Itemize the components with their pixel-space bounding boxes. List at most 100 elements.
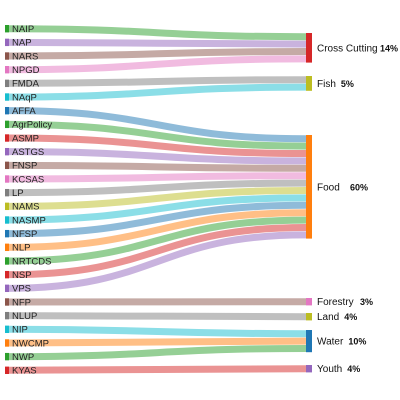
source-node-fnsp (5, 161, 9, 170)
link-fnsp (8, 161, 307, 172)
source-node-nfsp (5, 229, 9, 238)
source-node-astgs (5, 147, 9, 156)
source-label-astgs: ASTGS (12, 147, 44, 158)
source-node-lp (5, 188, 9, 197)
link-asmp (8, 134, 307, 157)
link-lp (8, 179, 307, 197)
source-node-kcsas (5, 175, 9, 183)
source-label-lp: LP (12, 188, 24, 199)
source-label-naqp: NAqP (12, 92, 37, 103)
source-nodes: NAIP NAP NARS NPGD FMDA NAqP AFFA AgrPolicy ASMP… (5, 24, 52, 377)
link-agrpolicy (8, 120, 307, 150)
source-label-npgd: NPGD (12, 65, 40, 76)
link-nap (8, 38, 307, 48)
target-node-cross (306, 33, 312, 63)
link-naqp (8, 83, 307, 101)
link-nwp (8, 345, 307, 361)
source-label-nwp: NWP (12, 352, 34, 363)
target-percent-land: 4% (344, 312, 357, 322)
link-nars (8, 48, 307, 60)
target-node-water (306, 330, 312, 353)
source-label-nams: NAMS (12, 202, 39, 213)
source-label-nlp: NLP (12, 243, 30, 254)
link-nrtcds (8, 216, 307, 265)
link-nams (8, 187, 307, 210)
link-nlp (8, 209, 307, 251)
link-nsp (8, 224, 307, 279)
source-label-nwcmp: NWCMP (12, 338, 49, 349)
source-label-nsp: NSP (12, 270, 32, 281)
source-node-nasmp (5, 216, 9, 224)
target-percent-forestry: 3% (360, 297, 373, 307)
target-label-food: Food (317, 182, 340, 193)
link-nip (8, 325, 307, 338)
source-node-nfp (5, 298, 9, 306)
source-label-kyas: KYAS (12, 366, 37, 377)
link-astgs (8, 148, 307, 165)
source-label-naip: NAIP (12, 24, 34, 35)
target-label-fish: Fish (317, 79, 336, 90)
link-nlup (8, 312, 307, 321)
target-percent-cross: 14% (380, 43, 398, 53)
target-node-fish (306, 76, 312, 91)
target-label-land: Land (317, 312, 339, 323)
source-node-nlup (5, 311, 9, 320)
source-node-asmp (5, 134, 9, 142)
source-node-naip (5, 25, 9, 33)
source-node-nwcmp (5, 339, 9, 347)
source-label-nap: NAP (12, 38, 32, 49)
source-node-nwp (5, 352, 9, 361)
source-node-nams (5, 202, 9, 211)
source-node-nlp (5, 243, 9, 252)
target-percent-youth: 4% (347, 364, 360, 374)
source-node-agrpolicy (5, 120, 9, 129)
source-node-nip (5, 325, 9, 334)
source-label-nfsp: NFSP (12, 229, 37, 240)
source-label-nip: NIP (12, 325, 28, 336)
source-node-nap (5, 38, 9, 47)
source-node-naqp (5, 93, 9, 101)
source-label-nasmp: NASMP (12, 215, 46, 226)
source-node-affa (5, 106, 9, 115)
target-label-youth: Youth (317, 364, 342, 375)
link-nfsp (8, 201, 307, 238)
link-naip (8, 25, 307, 41)
sankey-links (8, 25, 307, 374)
source-label-agrpolicy: AgrPolicy (12, 120, 52, 131)
source-label-nlup: NLUP (12, 311, 37, 322)
link-nasmp (8, 194, 307, 224)
link-kyas (8, 365, 307, 374)
link-npgd (8, 55, 307, 74)
source-label-nfp: NFP (12, 297, 31, 308)
target-node-youth (306, 365, 312, 373)
target-node-land (306, 313, 312, 321)
source-label-nrtcds: NRTCDS (12, 256, 51, 267)
link-fmda (8, 76, 307, 87)
link-nwcmp (8, 337, 307, 347)
link-kcsas (8, 172, 307, 183)
source-node-vps (5, 284, 9, 293)
target-nodes: Cross Cutting 14% Fish 5% Food 60% Forestry 3% L… (306, 33, 398, 375)
source-label-nars: NARS (12, 51, 38, 62)
source-label-affa: AFFA (12, 106, 36, 117)
target-percent-water: 10% (348, 337, 366, 347)
source-node-fmda (5, 79, 9, 88)
source-label-asmp: ASMP (12, 133, 39, 144)
source-label-vps: VPS (12, 284, 31, 295)
source-label-fmda: FMDA (12, 79, 40, 90)
target-label-water: Water (317, 337, 344, 348)
target-percent-fish: 5% (341, 79, 354, 89)
source-node-nrtcds (5, 257, 9, 265)
target-node-forestry (306, 298, 312, 306)
link-vps (8, 231, 307, 292)
target-percent-food: 60% (350, 182, 368, 192)
target-label-cross: Cross Cutting (317, 43, 378, 54)
source-node-kyas (5, 366, 9, 374)
source-node-npgd (5, 65, 9, 74)
target-node-food (306, 135, 312, 239)
target-label-forestry: Forestry (317, 297, 354, 308)
link-affa (8, 107, 307, 143)
source-node-nars (5, 52, 9, 60)
source-label-fnsp: FNSP (12, 161, 37, 172)
